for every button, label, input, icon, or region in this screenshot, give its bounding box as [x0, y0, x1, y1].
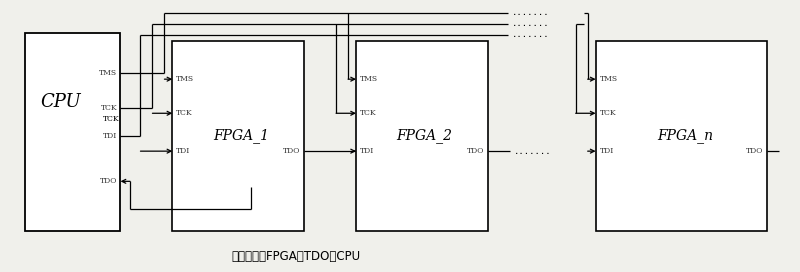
Bar — [356, 41, 488, 231]
Text: TMS: TMS — [99, 69, 118, 77]
Text: TCK: TCK — [360, 109, 377, 117]
Text: TDO: TDO — [100, 177, 118, 185]
Bar — [596, 41, 767, 231]
Text: 仅选用一片FPGA的TDO到CPU: 仅选用一片FPGA的TDO到CPU — [232, 250, 361, 263]
Text: TCK: TCK — [600, 109, 616, 117]
Text: TCK: TCK — [101, 104, 118, 112]
Text: TDI: TDI — [176, 147, 190, 155]
Text: .......: ....... — [512, 30, 550, 39]
Text: TCK: TCK — [102, 115, 119, 123]
Text: FPGA_n: FPGA_n — [657, 129, 713, 143]
Text: FPGA_2: FPGA_2 — [397, 129, 453, 143]
Text: .......: ....... — [514, 147, 552, 156]
Text: TDI: TDI — [600, 147, 614, 155]
Text: TMS: TMS — [600, 75, 618, 83]
Text: TDI: TDI — [103, 132, 118, 140]
Bar — [25, 33, 121, 231]
Text: CPU: CPU — [41, 93, 82, 111]
Text: .......: ....... — [512, 19, 550, 28]
Bar — [172, 41, 304, 231]
Text: .......: ....... — [512, 8, 550, 17]
Text: TDO: TDO — [466, 147, 484, 155]
Text: TDI: TDI — [360, 147, 374, 155]
Text: TMS: TMS — [176, 75, 194, 83]
Text: TDO: TDO — [746, 147, 763, 155]
Text: FPGA_1: FPGA_1 — [213, 129, 269, 143]
Text: TDO: TDO — [282, 147, 300, 155]
Text: TMS: TMS — [360, 75, 378, 83]
Text: TCK: TCK — [176, 109, 193, 117]
